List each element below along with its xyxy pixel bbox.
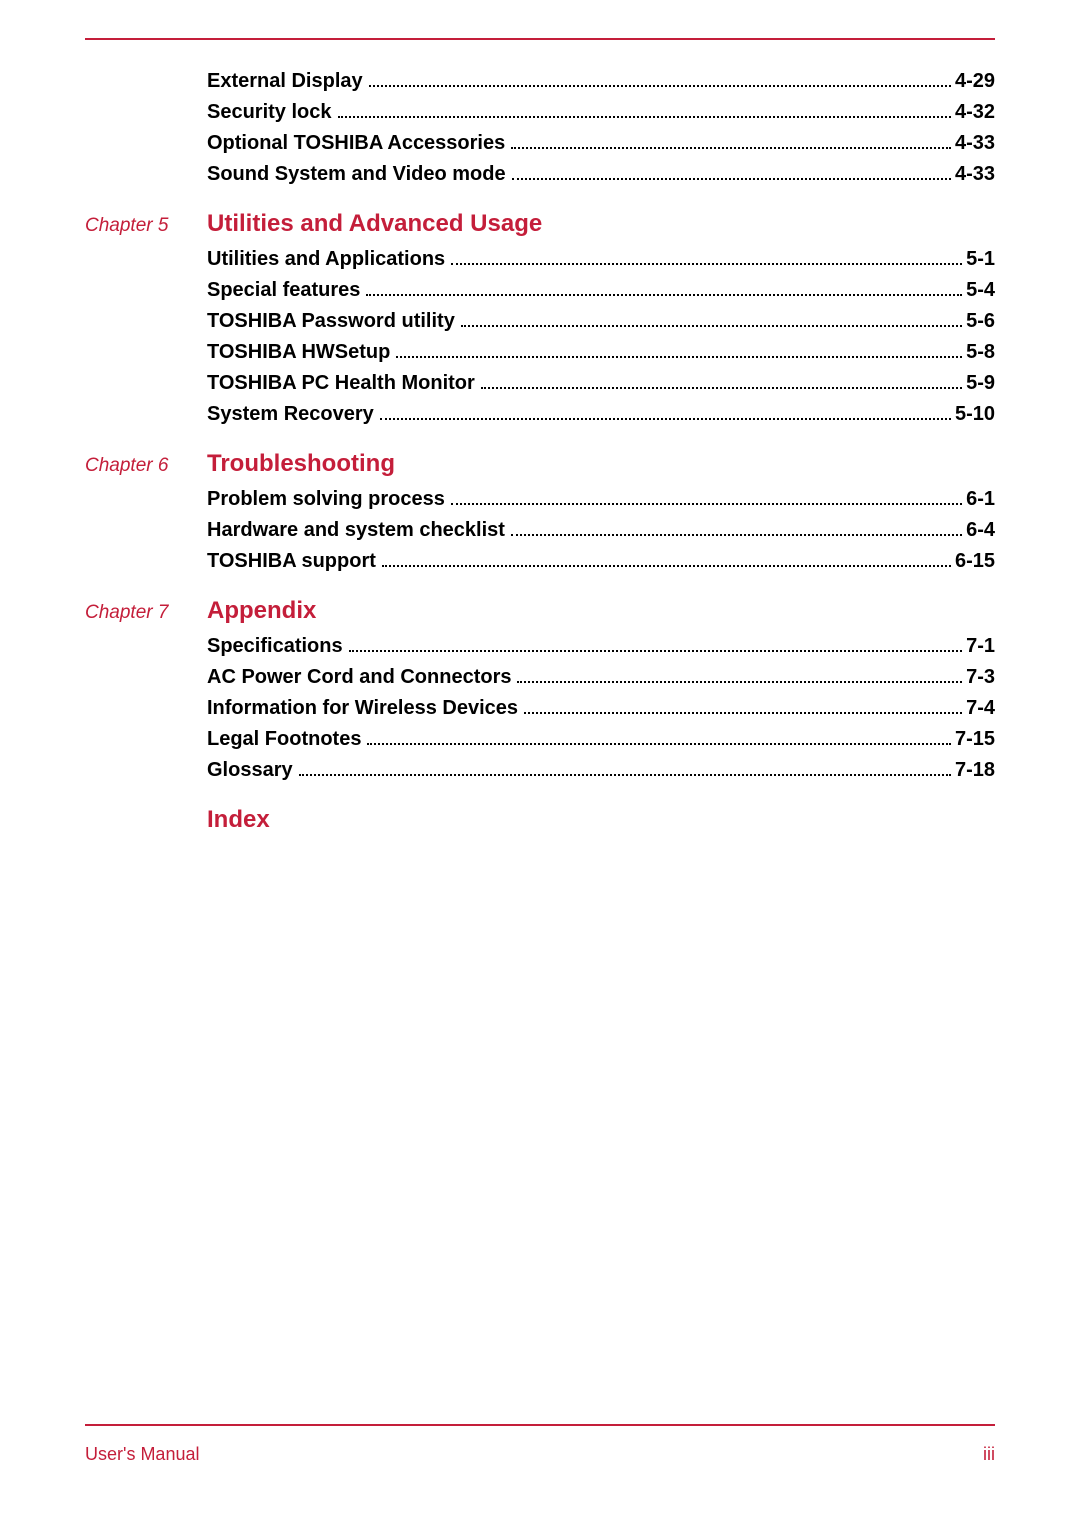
toc-entry-label: TOSHIBA HWSetup — [207, 341, 390, 364]
toc-entry-page: 4-33 — [955, 132, 995, 155]
index-heading-row: Index — [207, 806, 995, 834]
index-title[interactable]: Index — [207, 806, 270, 833]
toc-entry[interactable]: Utilities and Applications 5-1 — [207, 248, 995, 271]
toc-dot-leader — [380, 418, 951, 420]
page-container: External Display 4-29 Security lock 4-32 Opt… — [0, 0, 1080, 834]
toc-entry-label: Special features — [207, 279, 360, 302]
toc-entry[interactable]: Special features 5-4 — [207, 279, 995, 302]
toc-entry-label: Information for Wireless Devices — [207, 697, 518, 720]
toc-entry[interactable]: Legal Footnotes 7-15 — [207, 728, 995, 751]
toc-entry-page: 5-10 — [955, 403, 995, 426]
toc-dot-leader — [349, 650, 962, 652]
toc-entry-label: Specifications — [207, 635, 343, 658]
toc-dot-leader — [511, 534, 962, 536]
toc-dot-leader — [481, 387, 962, 389]
toc-dot-leader — [299, 774, 951, 776]
toc-dot-leader — [524, 712, 962, 714]
toc-entry-page: 5-4 — [966, 279, 995, 302]
toc-entry-label: Utilities and Applications — [207, 248, 445, 271]
toc-entry-label: Optional TOSHIBA Accessories — [207, 132, 505, 155]
toc-entry-label: Legal Footnotes — [207, 728, 361, 751]
toc-entry[interactable]: TOSHIBA support 6-15 — [207, 550, 995, 573]
chapter-heading-row: Chapter 7Appendix — [85, 597, 995, 625]
toc-entry[interactable]: Problem solving process 6-1 — [207, 488, 995, 511]
toc-dot-leader — [451, 503, 962, 505]
chapter-title[interactable]: Appendix — [207, 597, 316, 625]
toc-dot-leader — [382, 565, 951, 567]
toc-entry[interactable]: Glossary 7-18 — [207, 759, 995, 782]
toc-dot-leader — [451, 263, 962, 265]
toc-dot-leader — [338, 116, 951, 118]
toc-entry-label: TOSHIBA PC Health Monitor — [207, 372, 475, 395]
footer-page-number: iii — [983, 1444, 995, 1465]
toc-entry-page: 7-15 — [955, 728, 995, 751]
toc-entry-page: 4-33 — [955, 163, 995, 186]
toc-entry-page: 5-9 — [966, 372, 995, 395]
toc-entry[interactable]: Optional TOSHIBA Accessories 4-33 — [207, 132, 995, 155]
toc-entry[interactable]: AC Power Cord and Connectors 7-3 — [207, 666, 995, 689]
toc-entry-label: TOSHIBA support — [207, 550, 376, 573]
toc-entry-page: 7-4 — [966, 697, 995, 720]
chapter-label: Chapter 7 — [85, 602, 207, 624]
toc-dot-leader — [511, 147, 951, 149]
footer-left-text: User's Manual — [85, 1444, 199, 1465]
toc-entry[interactable]: Information for Wireless Devices 7-4 — [207, 697, 995, 720]
toc-entry[interactable]: TOSHIBA Password utility 5-6 — [207, 310, 995, 333]
toc-content: External Display 4-29 Security lock 4-32 Opt… — [85, 70, 995, 834]
toc-entry-page: 4-32 — [955, 101, 995, 124]
chapter-heading-row: Chapter 6Troubleshooting — [85, 450, 995, 478]
chapter-label: Chapter 6 — [85, 455, 207, 477]
toc-entry-page: 5-6 — [966, 310, 995, 333]
toc-entry-label: Problem solving process — [207, 488, 445, 511]
toc-entry-page: 4-29 — [955, 70, 995, 93]
chapter-label: Chapter 5 — [85, 215, 207, 237]
toc-dot-leader — [461, 325, 962, 327]
toc-entry[interactable]: Security lock 4-32 — [207, 101, 995, 124]
toc-entry-page: 6-15 — [955, 550, 995, 573]
toc-dot-leader — [512, 178, 951, 180]
toc-entry[interactable]: System Recovery 5-10 — [207, 403, 995, 426]
toc-entry-page: 7-18 — [955, 759, 995, 782]
toc-dot-leader — [369, 85, 951, 87]
toc-entry-page: 6-1 — [966, 488, 995, 511]
toc-entry[interactable]: TOSHIBA PC Health Monitor 5-9 — [207, 372, 995, 395]
toc-entry-page: 6-4 — [966, 519, 995, 542]
top-horizontal-rule — [85, 38, 995, 40]
footer-row: User's Manual iii — [85, 1444, 995, 1465]
toc-entry[interactable]: External Display 4-29 — [207, 70, 995, 93]
toc-entry[interactable]: Sound System and Video mode 4-33 — [207, 163, 995, 186]
toc-dot-leader — [367, 743, 951, 745]
chapter-title[interactable]: Troubleshooting — [207, 450, 395, 478]
toc-entry[interactable]: TOSHIBA HWSetup 5-8 — [207, 341, 995, 364]
toc-entry[interactable]: Hardware and system checklist 6-4 — [207, 519, 995, 542]
toc-dot-leader — [517, 681, 962, 683]
toc-entry-label: AC Power Cord and Connectors — [207, 666, 511, 689]
page-footer: User's Manual iii — [85, 1424, 995, 1465]
toc-entry-label: System Recovery — [207, 403, 374, 426]
toc-entry-page: 5-8 — [966, 341, 995, 364]
toc-entry-page: 7-1 — [966, 635, 995, 658]
toc-entry-label: Glossary — [207, 759, 293, 782]
toc-dot-leader — [396, 356, 962, 358]
toc-entry-label: External Display — [207, 70, 363, 93]
toc-entry[interactable]: Specifications 7-1 — [207, 635, 995, 658]
chapter-title[interactable]: Utilities and Advanced Usage — [207, 210, 542, 238]
toc-entry-label: Security lock — [207, 101, 332, 124]
chapter-heading-row: Chapter 5Utilities and Advanced Usage — [85, 210, 995, 238]
toc-dot-leader — [366, 294, 962, 296]
toc-entry-label: TOSHIBA Password utility — [207, 310, 455, 333]
toc-entry-label: Sound System and Video mode — [207, 163, 506, 186]
toc-entry-page: 7-3 — [966, 666, 995, 689]
bottom-horizontal-rule — [85, 1424, 995, 1426]
toc-entry-page: 5-1 — [966, 248, 995, 271]
toc-entry-label: Hardware and system checklist — [207, 519, 505, 542]
